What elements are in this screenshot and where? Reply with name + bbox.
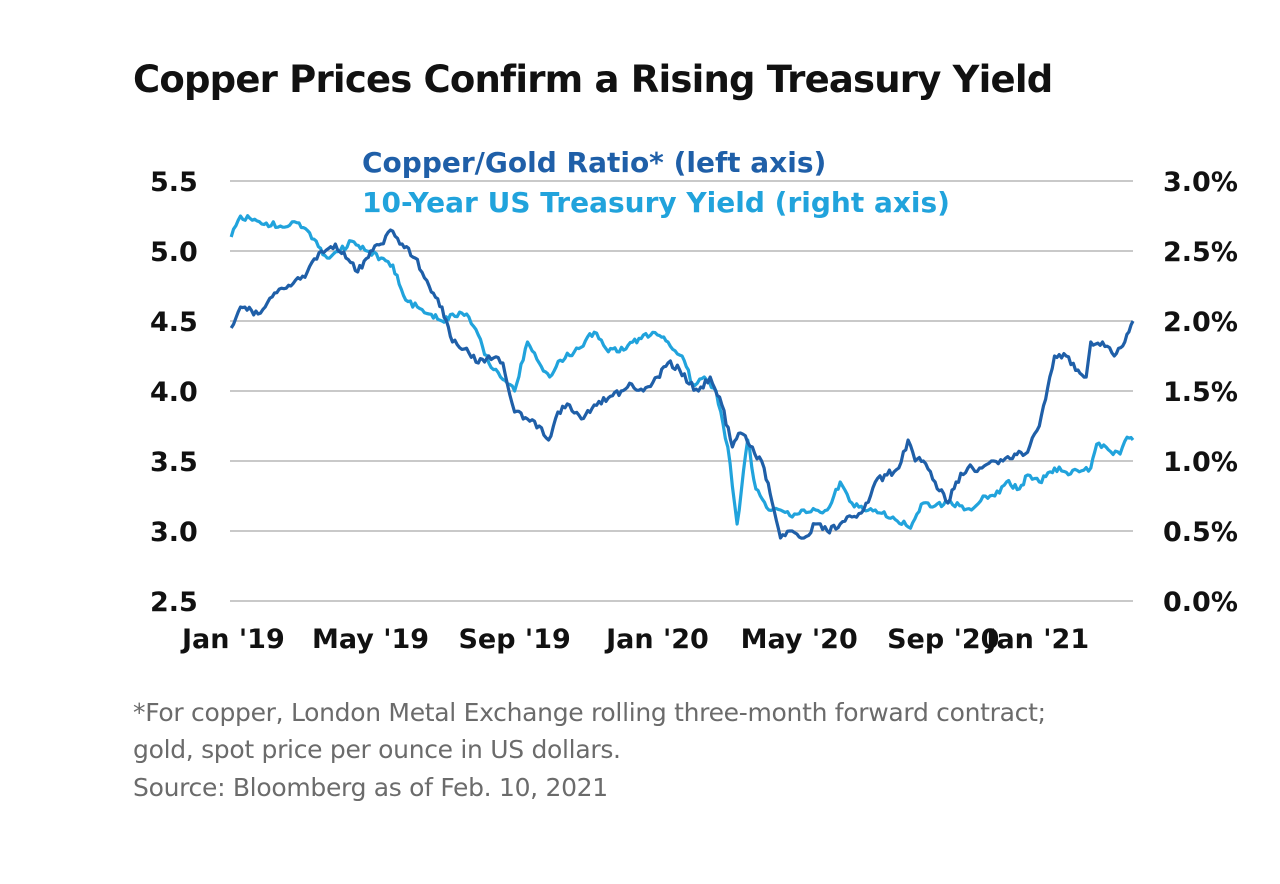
x-tick-label: May '20 [741,624,858,655]
series-line-copper-gold [229,228,1135,540]
footnote-line-2: gold, spot price per ounce in US dollars… [133,735,621,764]
y-right-tick-label: 0.5% [1163,517,1238,548]
chart-plot: 5.5 5.0 4.5 4.0 3.5 3.0 2.5 3.0% 2.5% 2.0% 1.5% 1.0… [150,146,1238,655]
y-left-tick-label: 5.0 [150,237,198,268]
x-tick-label: May '19 [312,624,429,655]
x-tick-label: Sep '20 [887,624,999,655]
y-left-tick-label: 5.5 [150,167,198,198]
footnote-line-1: *For copper, London Metal Exchange rolli… [133,698,1046,727]
x-tick-label: Jan '20 [604,624,709,655]
legend-copper-gold: Copper/Gold Ratio* (left axis) [362,146,826,179]
x-tick-label: Sep '19 [458,624,570,655]
source-note: Source: Bloomberg as of Feb. 10, 2021 [133,773,608,802]
y-right-tick-label: 1.5% [1163,377,1238,408]
chart-title: Copper Prices Confirm a Rising Treasury … [133,58,1053,101]
y-left-tick-label: 3.5 [150,447,198,478]
y-right-tick-label: 2.0% [1163,307,1238,338]
legend-treasury-yield: 10-Year US Treasury Yield (right axis) [362,186,950,219]
y-left-tick-label: 2.5 [150,587,198,618]
y-right-tick-label: 2.5% [1163,237,1238,268]
y-right-tick-label: 1.0% [1163,447,1238,478]
series-lines [229,214,1135,540]
axes-ticks: 5.5 5.0 4.5 4.0 3.5 3.0 2.5 3.0% 2.5% 2.0% 1.5% 1.0… [150,167,1238,655]
legend: Copper/Gold Ratio* (left axis) 10-Year US… [362,146,950,219]
y-right-tick-label: 3.0% [1163,167,1238,198]
series-line-treasury-yield [229,214,1135,530]
gridlines [230,180,1133,602]
y-left-tick-label: 4.0 [150,377,198,408]
y-right-tick-label: 0.0% [1163,587,1238,618]
y-left-tick-label: 3.0 [150,517,198,548]
x-tick-label: Jan '21 [984,624,1089,655]
x-tick-label: Jan '19 [180,624,285,655]
y-left-tick-label: 4.5 [150,307,198,338]
